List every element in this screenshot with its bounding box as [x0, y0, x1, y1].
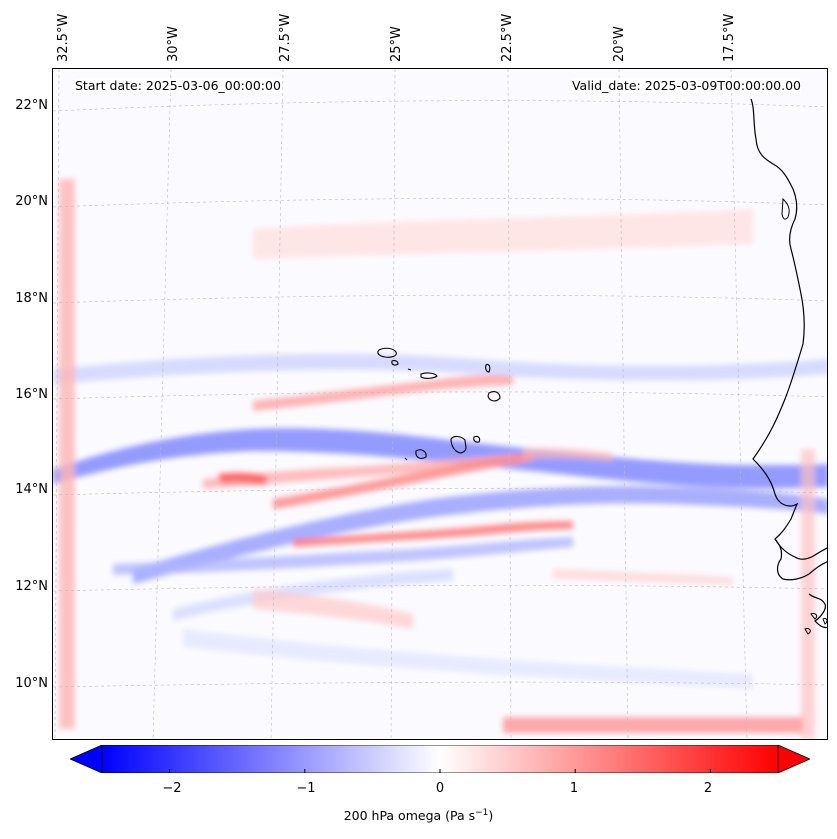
lat-label-16n: 16°N: [15, 387, 48, 402]
colorbar-tick-0: 0: [435, 781, 445, 796]
red-patch-southeast: [553, 569, 733, 585]
lon-label-27.5w: 27.5°W: [278, 13, 293, 62]
blue-band-southern: [133, 486, 827, 584]
red-band-faint-north: [253, 209, 753, 259]
blue-band-lower: [113, 537, 573, 575]
lat-label-20n: 20°N: [15, 194, 48, 209]
blue-patch-south: [183, 629, 753, 689]
colorbar-tick-neg1: −1: [296, 781, 316, 796]
omega-field: [53, 69, 827, 739]
colorbar-title: 200 hPa omega (Pa s−1): [343, 808, 494, 824]
senegal-coast-detail: [774, 538, 827, 581]
red-stripe-east-edge: [801, 449, 815, 739]
lat-label-14n: 14°N: [15, 482, 48, 497]
colorbar-tick-2: 2: [703, 781, 713, 796]
blue-band-main: [53, 428, 827, 489]
red-patch-east: [523, 448, 613, 461]
red-streak-center: [203, 454, 523, 489]
lat-label-18n: 18°N: [15, 291, 48, 306]
blue-band-north: [53, 353, 827, 384]
valid-date-label: Valid_date: 2025-03-09T00:00:00.00: [571, 78, 801, 93]
lon-label-22.5w: 22.5°W: [500, 13, 515, 62]
lon-label-32.5w: 32.5°W: [56, 13, 71, 62]
red-patch-southwest: [253, 589, 413, 629]
map-panel[interactable]: Start date: 2025-03-06_00:00:00 Valid_da…: [52, 68, 828, 740]
red-band-south-edge: [503, 717, 803, 733]
colorbar-extend-right: [777, 744, 811, 774]
colorbar-tick-neg2: −2: [162, 781, 182, 796]
lat-label-12n: 12°N: [15, 579, 48, 594]
guinea-bissau-coast: [808, 593, 827, 629]
cabo-verde-islands: [377, 347, 501, 461]
red-stripe-west-edge: [59, 179, 75, 729]
red-streak-strong-west: [218, 472, 268, 485]
colorbar: [69, 744, 811, 774]
lat-label-22n: 22°N: [15, 98, 48, 113]
lon-label-30w: 30°W: [166, 26, 181, 62]
colorbar-body: [101, 744, 779, 774]
lon-label-20w: 20°W: [612, 26, 627, 62]
african-coastline: [750, 98, 827, 560]
start-date-label: Start date: 2025-03-06_00:00:00: [75, 78, 281, 93]
blue-band-shallow: [173, 569, 453, 621]
red-streak-north: [253, 375, 513, 411]
dakhla-peninsula: [781, 197, 790, 220]
bijagos-islands: [804, 613, 827, 635]
lon-label-25w: 25°W: [389, 26, 404, 62]
colorbar-gradient: [69, 744, 811, 774]
lon-label-17.5w: 17.5°W: [722, 13, 737, 62]
red-streak-south: [293, 521, 573, 547]
colorbar-tick-1: 1: [569, 781, 579, 796]
red-streak-diagonal: [273, 453, 533, 509]
lat-label-10n: 10°N: [15, 676, 48, 691]
gridlines: [53, 69, 827, 739]
colorbar-extend-left: [69, 744, 103, 774]
